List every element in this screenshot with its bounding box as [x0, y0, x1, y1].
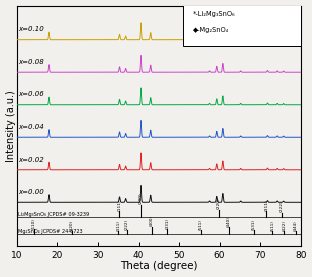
Text: (440): (440) — [227, 216, 231, 227]
Text: (531): (531) — [252, 219, 256, 230]
FancyBboxPatch shape — [183, 4, 301, 47]
Text: (111): (111) — [118, 199, 121, 211]
Text: ◆-Mg₂SnO₄: ◆-Mg₂SnO₄ — [193, 27, 229, 33]
Text: (444): (444) — [294, 220, 298, 231]
Text: (331): (331) — [165, 218, 169, 229]
Text: *-Li₂Mg₃SnO₆: *-Li₂Mg₃SnO₆ — [193, 11, 236, 17]
Text: x=0.10: x=0.10 — [18, 26, 44, 32]
Text: (422): (422) — [282, 220, 286, 231]
Text: x=0.02: x=0.02 — [18, 157, 44, 163]
Text: (400): (400) — [149, 215, 154, 226]
Text: (110): (110) — [32, 218, 36, 229]
Text: (200): (200) — [139, 193, 143, 204]
Text: (511): (511) — [270, 220, 274, 231]
Text: x=0.04: x=0.04 — [18, 124, 44, 130]
Y-axis label: Intensity (a.u.): Intensity (a.u.) — [6, 90, 16, 162]
Text: (222): (222) — [125, 219, 129, 230]
Text: (311): (311) — [116, 220, 120, 231]
Text: (220): (220) — [70, 220, 74, 231]
Text: Li₂Mg₃SnO₆ JCPDS# 09-3239: Li₂Mg₃SnO₆ JCPDS# 09-3239 — [18, 212, 90, 217]
Text: (222): (222) — [280, 201, 284, 212]
Text: x=0.08: x=0.08 — [18, 59, 44, 65]
Text: x=0.00: x=0.00 — [18, 189, 44, 195]
Text: Mg₂SnO₄ JCPDS# 24-0723: Mg₂SnO₄ JCPDS# 24-0723 — [18, 229, 83, 234]
Text: (511): (511) — [198, 219, 202, 230]
Text: (220): (220) — [217, 198, 221, 209]
Text: x=0.06: x=0.06 — [18, 91, 44, 98]
Text: (311): (311) — [264, 199, 268, 211]
X-axis label: Theta (degree): Theta (degree) — [120, 261, 197, 271]
